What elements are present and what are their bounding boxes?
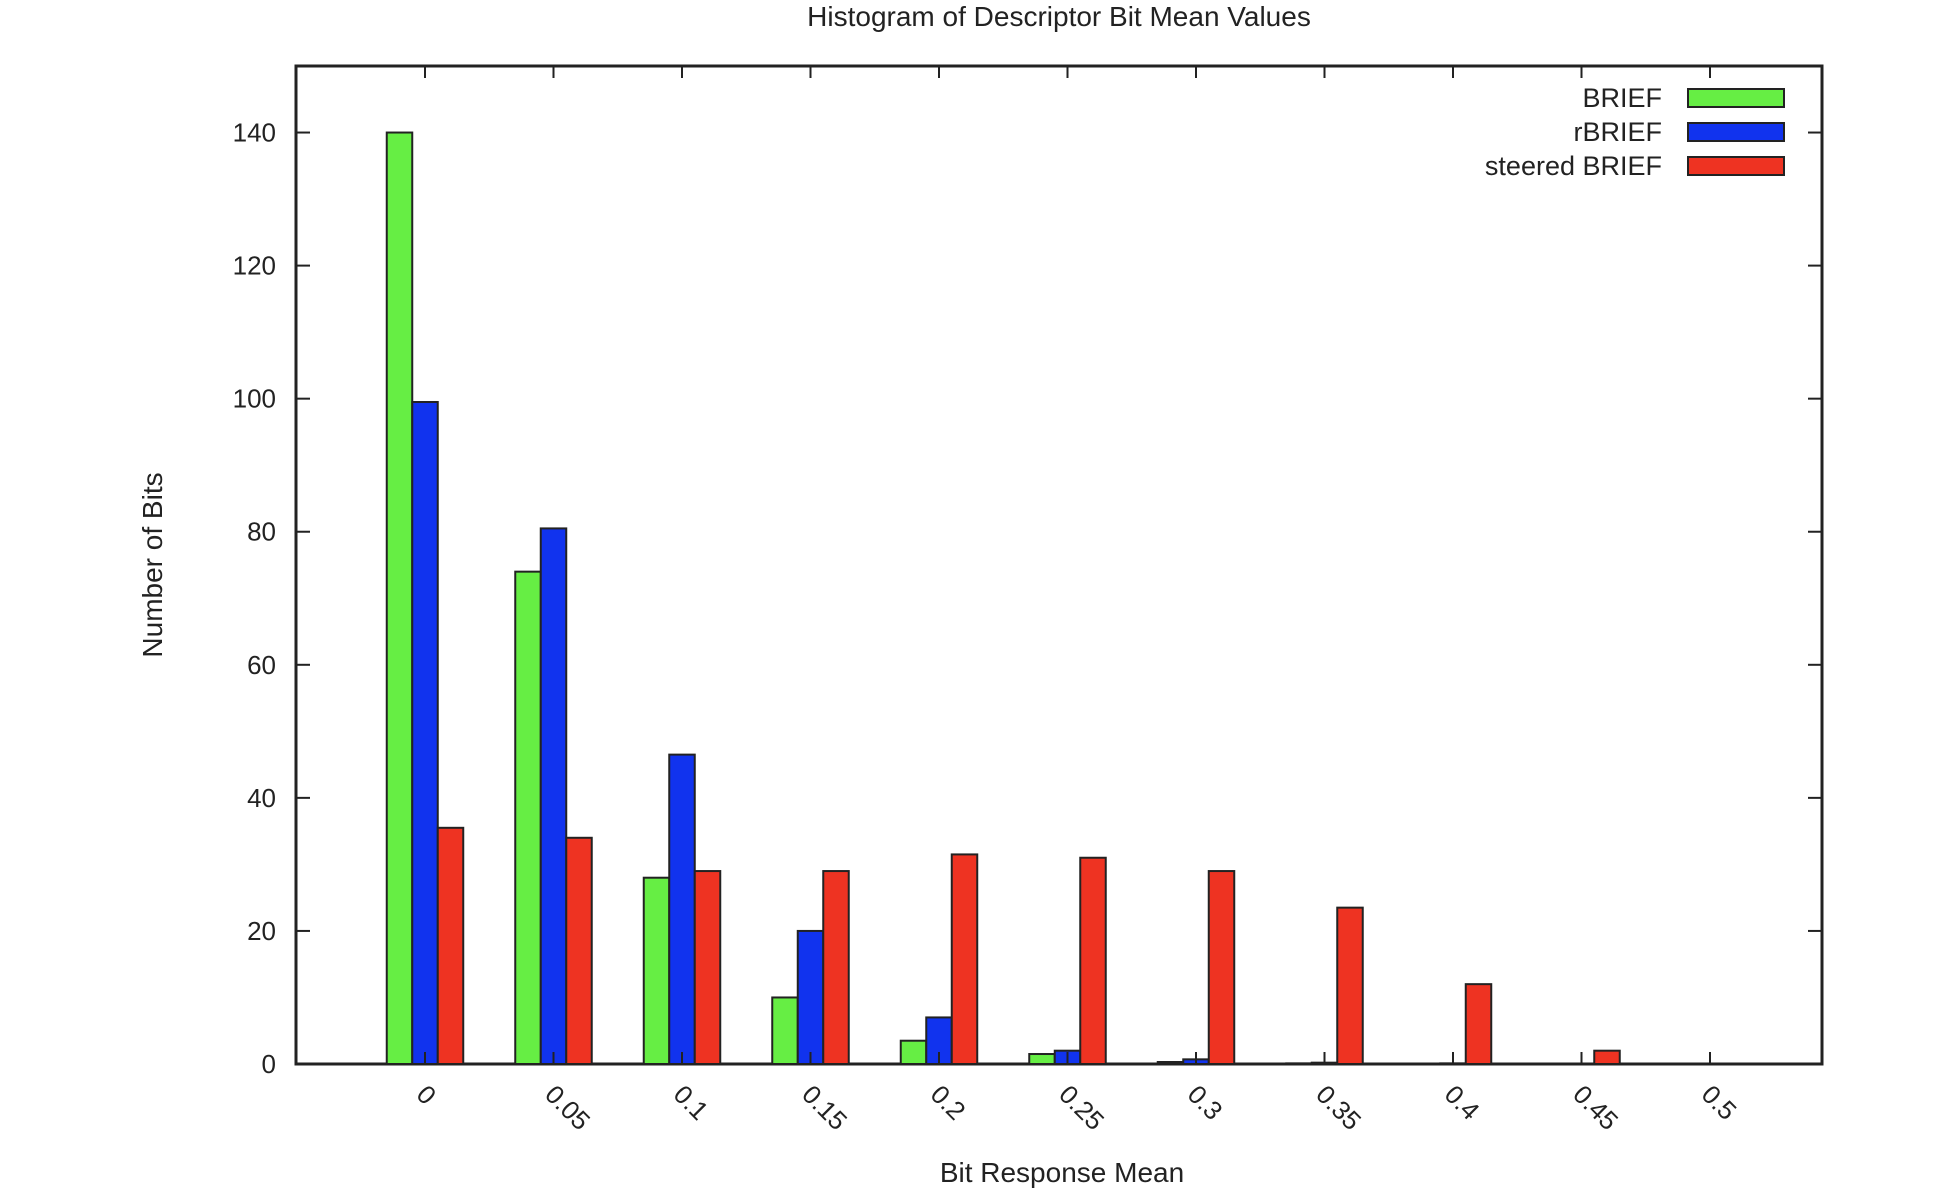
bar-steered-brief — [1207, 870, 1236, 1066]
legend: BRIEF rBRIEF steered BRIEF — [1485, 83, 1785, 181]
bar-brief — [771, 996, 799, 1066]
bar-brief — [1028, 1053, 1056, 1066]
legend-swatch — [1687, 88, 1785, 108]
bar-steered-brief — [1079, 856, 1107, 1065]
y-tick-label: 120 — [233, 251, 276, 281]
bar-steered-brief — [1464, 983, 1493, 1065]
bar-rbrief — [539, 527, 568, 1065]
x-tick-label: 0.4 — [1439, 1079, 1486, 1126]
x-tick-label: 0 — [411, 1079, 442, 1110]
bar-steered-brief — [1593, 1049, 1621, 1066]
y-tick-label: 80 — [247, 517, 276, 547]
x-tick-label: 0.25 — [1053, 1079, 1110, 1136]
legend-swatch — [1687, 122, 1785, 142]
bar-brief — [514, 570, 542, 1065]
y-tick-label: 0 — [262, 1049, 276, 1079]
x-tick-label: 0.5 — [1696, 1079, 1743, 1126]
bar-steered-brief — [693, 870, 722, 1066]
bar-brief — [1285, 1062, 1313, 1066]
bar-rbrief — [796, 929, 825, 1066]
legend-label: rBRIEF — [1573, 117, 1662, 147]
bar-brief — [385, 131, 414, 1066]
bar-steered-brief — [1336, 906, 1364, 1065]
x-axis: 0 0.05 0.1 0.15 0.2 0.25 0.3 0.35 0.4 0.45 0.5 — [411, 66, 1743, 1136]
bar-rbrief — [411, 400, 439, 1065]
y-tick-label: 20 — [247, 916, 276, 946]
bar-steered-brief — [436, 826, 465, 1065]
x-tick-label: 0.15 — [796, 1079, 853, 1136]
bar-steered-brief — [950, 853, 979, 1065]
bar-rbrief — [668, 753, 696, 1065]
legend-swatch — [1687, 156, 1785, 176]
y-axis-label: Number of Bits — [137, 472, 168, 657]
bar-brief — [1156, 1061, 1185, 1066]
x-axis-label: Bit Response Mean — [940, 1157, 1184, 1188]
y-axis: 0 20 40 60 80 100 120 140 — [233, 118, 1822, 1079]
x-tick-label: 0.35 — [1310, 1079, 1367, 1136]
y-tick-label: 100 — [233, 384, 276, 414]
bar-brief — [899, 1039, 928, 1066]
legend-label: BRIEF — [1582, 83, 1662, 113]
y-tick-label: 140 — [233, 118, 276, 148]
x-tick-label: 0.05 — [539, 1079, 596, 1136]
bars-group — [385, 131, 1621, 1066]
x-tick-label: 0.45 — [1567, 1079, 1624, 1136]
bar-steered-brief — [822, 870, 850, 1066]
y-tick-label: 40 — [247, 783, 276, 813]
chart-title: Histogram of Descriptor Bit Mean Values — [807, 1, 1311, 32]
bar-brief — [642, 876, 671, 1065]
x-tick-label: 0.2 — [925, 1079, 972, 1126]
bar-steered-brief — [565, 836, 593, 1066]
y-tick-label: 60 — [247, 650, 276, 680]
x-tick-label: 0.3 — [1182, 1079, 1229, 1126]
legend-label: steered BRIEF — [1485, 151, 1662, 181]
x-tick-label: 0.1 — [668, 1079, 715, 1126]
